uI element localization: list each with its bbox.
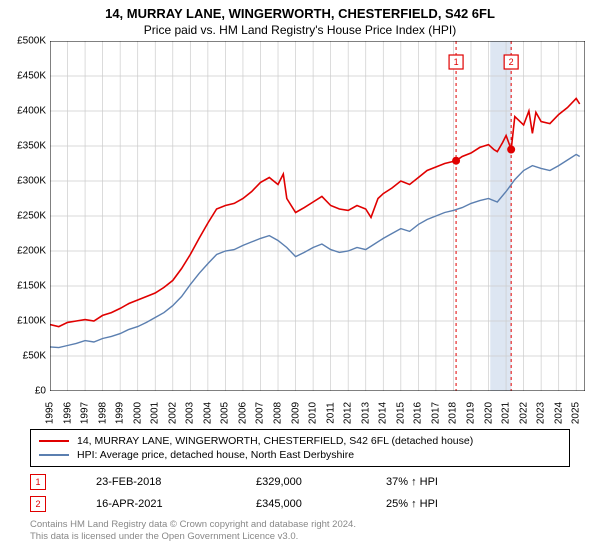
sale-date: 23-FEB-2018 xyxy=(96,476,216,488)
y-tick-label: £250K xyxy=(17,211,50,222)
x-tick-label: 2010 xyxy=(308,402,319,424)
y-tick-label: £350K xyxy=(17,141,50,152)
x-tick-label: 2025 xyxy=(571,402,582,424)
x-tick-label: 1997 xyxy=(80,402,91,424)
x-tick-label: 2002 xyxy=(167,402,178,424)
y-tick-label: £200K xyxy=(17,246,50,257)
svg-text:2: 2 xyxy=(509,57,514,67)
y-tick-label: £0 xyxy=(35,386,50,397)
y-tick-label: £100K xyxy=(17,316,50,327)
x-tick-label: 2013 xyxy=(360,402,371,424)
chart-title: 14, MURRAY LANE, WINGERWORTH, CHESTERFIE… xyxy=(0,0,600,21)
sale-price: £329,000 xyxy=(256,476,346,488)
x-tick-label: 1995 xyxy=(45,402,56,424)
sale-price: £345,000 xyxy=(256,498,346,510)
x-tick-label: 2023 xyxy=(536,402,547,424)
legend-swatch xyxy=(39,440,69,442)
line-chart: 12 xyxy=(50,41,585,391)
x-tick-label: 1996 xyxy=(62,402,73,424)
x-tick-label: 2007 xyxy=(255,402,266,424)
legend-swatch xyxy=(39,454,69,456)
x-tick-label: 2017 xyxy=(430,402,441,424)
chart-subtitle: Price paid vs. HM Land Registry's House … xyxy=(0,21,600,41)
footer-line: This data is licensed under the Open Gov… xyxy=(30,531,570,543)
sale-date: 16-APR-2021 xyxy=(96,498,216,510)
footer-attribution: Contains HM Land Registry data © Crown c… xyxy=(30,519,570,544)
x-tick-label: 2011 xyxy=(325,402,336,424)
x-tick-label: 2024 xyxy=(553,402,564,424)
sale-events: 1 23-FEB-2018 £329,000 37% ↑ HPI 2 16-AP… xyxy=(30,471,570,515)
x-tick-label: 2012 xyxy=(343,402,354,424)
sale-marker-badge: 2 xyxy=(30,496,46,512)
x-tick-label: 2014 xyxy=(378,402,389,424)
sale-diff: 25% ↑ HPI xyxy=(386,498,476,510)
legend: 14, MURRAY LANE, WINGERWORTH, CHESTERFIE… xyxy=(30,429,570,467)
x-tick-label: 2004 xyxy=(202,402,213,424)
x-tick-label: 2003 xyxy=(185,402,196,424)
x-tick-label: 1998 xyxy=(97,402,108,424)
x-tick-label: 2005 xyxy=(220,402,231,424)
x-tick-label: 2009 xyxy=(290,402,301,424)
legend-label: 14, MURRAY LANE, WINGERWORTH, CHESTERFIE… xyxy=(77,435,473,447)
x-axis-labels: 1995199619971998199920002001200220032004… xyxy=(50,391,585,425)
x-tick-label: 1999 xyxy=(115,402,126,424)
x-tick-label: 2006 xyxy=(237,402,248,424)
x-tick-label: 2001 xyxy=(150,402,161,424)
sale-marker-badge: 1 xyxy=(30,474,46,490)
x-tick-label: 2015 xyxy=(395,402,406,424)
x-tick-label: 2008 xyxy=(273,402,284,424)
y-tick-label: £50K xyxy=(23,351,50,362)
y-tick-label: £450K xyxy=(17,71,50,82)
x-tick-label: 2021 xyxy=(501,402,512,424)
x-tick-label: 2018 xyxy=(448,402,459,424)
sale-diff: 37% ↑ HPI xyxy=(386,476,476,488)
y-tick-label: £400K xyxy=(17,106,50,117)
svg-text:1: 1 xyxy=(454,57,459,67)
y-tick-label: £500K xyxy=(17,36,50,47)
x-tick-label: 2022 xyxy=(518,402,529,424)
legend-item: 14, MURRAY LANE, WINGERWORTH, CHESTERFIE… xyxy=(39,434,561,448)
x-tick-label: 2016 xyxy=(413,402,424,424)
sale-row: 1 23-FEB-2018 £329,000 37% ↑ HPI xyxy=(30,471,570,493)
footer-line: Contains HM Land Registry data © Crown c… xyxy=(30,519,570,531)
y-tick-label: £300K xyxy=(17,176,50,187)
legend-item: HPI: Average price, detached house, Nort… xyxy=(39,448,561,462)
x-tick-label: 2019 xyxy=(465,402,476,424)
sale-row: 2 16-APR-2021 £345,000 25% ↑ HPI xyxy=(30,493,570,515)
x-tick-label: 2000 xyxy=(132,402,143,424)
x-tick-label: 2020 xyxy=(483,402,494,424)
y-tick-label: £150K xyxy=(17,281,50,292)
chart-area: £0£50K£100K£150K£200K£250K£300K£350K£400… xyxy=(50,41,585,391)
legend-label: HPI: Average price, detached house, Nort… xyxy=(77,449,354,461)
